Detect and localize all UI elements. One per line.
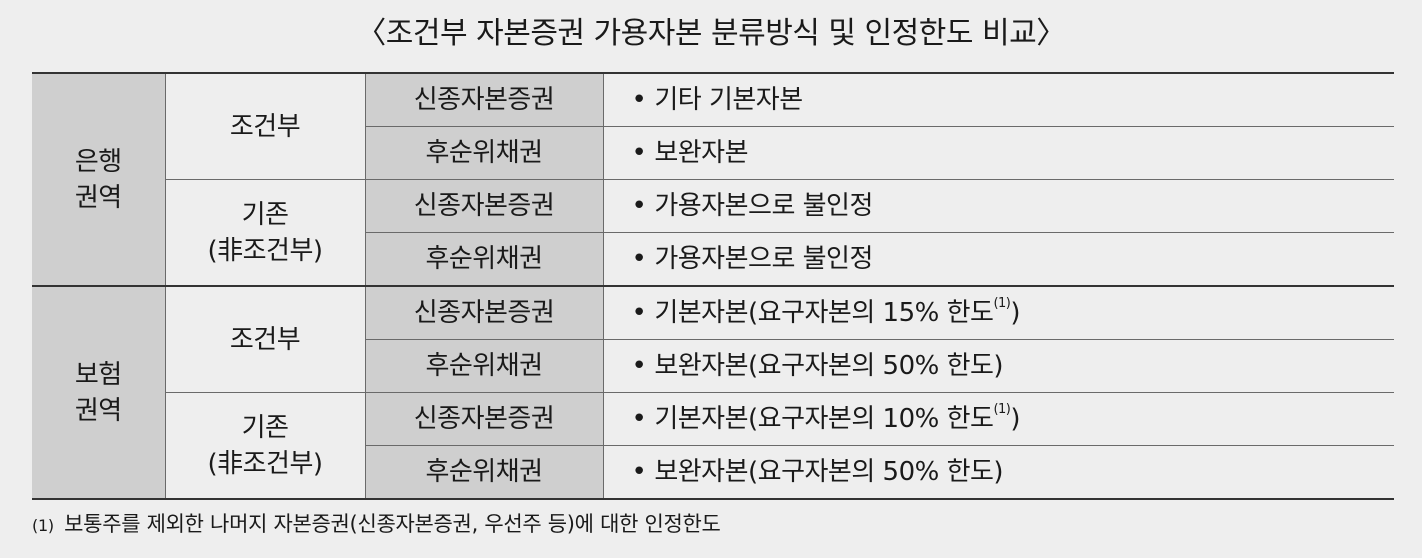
category-label: 조건부 xyxy=(229,324,301,355)
treatment-text: 보완자본(요구자본의 50% 한도) xyxy=(654,351,1004,381)
table-row: 후순위채권 • 보완자본 xyxy=(32,126,1394,180)
security-cell: 후순위채권 xyxy=(365,445,604,500)
treatment-text: 기본자본(요구자본의 10% 한도 xyxy=(654,404,994,434)
security-cell: 후순위채권 xyxy=(365,339,604,393)
table-row: 기존 (非조건부) 신종자본증권 • 기본자본(요구자본의 10% 한도(1)) xyxy=(32,392,1394,500)
footnote-text: 보통주를 제외한 나머지 자본증권(신종자본증권, 우선주 등)에 대한 인정한… xyxy=(64,512,721,536)
region-label: 권역 xyxy=(74,395,122,426)
bullet: • xyxy=(631,457,647,487)
category-cell: 조건부 xyxy=(165,73,366,180)
treatment-tail: ) xyxy=(1010,404,1021,434)
category-cell: 조건부 xyxy=(165,285,366,393)
table-title: 〈조건부 자본증권 가용자본 분류방식 및 인정한도 비교〉 xyxy=(356,16,1066,51)
treatment-text: 보완자본 xyxy=(654,138,749,168)
security-cell: 신종자본증권 xyxy=(365,392,604,446)
treatment-text: 보완자본(요구자본의 50% 한도) xyxy=(654,457,1004,487)
region-label: 보험 xyxy=(74,359,122,390)
treatment-cell: • 보완자본 xyxy=(603,126,1394,180)
security-cell: 후순위채권 xyxy=(365,232,604,287)
bullet: • xyxy=(631,298,647,328)
table-row: 후순위채권 • 가용자본으로 불인정 xyxy=(32,232,1394,287)
table-row: 보험 권역 조건부 신종자본증권 • 기본자본(요구자본의 15% 한도(1)) xyxy=(32,285,1394,500)
category-label: 기존 xyxy=(241,199,289,230)
category-cell: 기존 (非조건부) xyxy=(165,392,366,500)
treatment-cell: • 보완자본(요구자본의 50% 한도) xyxy=(603,445,1394,500)
treatment-cell: • 가용자본으로 불인정 xyxy=(603,179,1394,233)
table-row: 은행 권역 조건부 신종자본증권 • 기타 기본자본 xyxy=(32,73,1394,287)
category-label: 기존 xyxy=(241,412,289,443)
treatment-text: 기본자본(요구자본의 15% 한도 xyxy=(654,298,994,328)
bullet: • xyxy=(631,351,647,381)
security-cell: 신종자본증권 xyxy=(365,285,604,340)
table-row: 기존 (非조건부) 신종자본증권 • 가용자본으로 불인정 xyxy=(32,179,1394,287)
treatment-text: 기타 기본자본 xyxy=(654,85,803,115)
category-label: 조건부 xyxy=(229,111,301,142)
bullet: • xyxy=(631,244,647,274)
security-cell: 신종자본증권 xyxy=(365,73,604,127)
bullet: • xyxy=(631,191,647,221)
comparison-table: 은행 권역 조건부 신종자본증권 • 기타 기본자본 후순위채권 • 보완자본 기존… xyxy=(32,72,1394,500)
category-label: (非조건부) xyxy=(207,448,323,479)
footnote: (1) 보통주를 제외한 나머지 자본증권(신종자본증권, 우선주 등)에 대한… xyxy=(32,508,721,542)
treatment-cell: • 가용자본으로 불인정 xyxy=(603,232,1394,287)
footnote-ref: (1) xyxy=(993,402,1011,418)
region-label: 권역 xyxy=(74,182,122,213)
category-cell: 기존 (非조건부) xyxy=(165,179,366,287)
treatment-tail: ) xyxy=(1010,298,1021,328)
region-cell-insurance: 보험 권역 xyxy=(32,285,166,500)
footnote-ref: (1) xyxy=(993,296,1011,312)
treatment-cell: • 보완자본(요구자본의 50% 한도) xyxy=(603,339,1394,393)
treatment-cell: • 기본자본(요구자본의 10% 한도(1)) xyxy=(603,392,1394,446)
region-label: 은행 xyxy=(74,146,122,177)
bullet: • xyxy=(631,85,647,115)
treatment-text: 가용자본으로 불인정 xyxy=(654,244,873,274)
treatment-cell: • 기본자본(요구자본의 15% 한도(1)) xyxy=(603,285,1394,340)
security-cell: 신종자본증권 xyxy=(365,179,604,233)
category-label: (非조건부) xyxy=(207,235,323,266)
security-cell: 후순위채권 xyxy=(365,126,604,180)
table-row: 후순위채권 • 보완자본(요구자본의 50% 한도) xyxy=(32,339,1394,393)
treatment-text: 가용자본으로 불인정 xyxy=(654,191,873,221)
footnote-mark: (1) xyxy=(32,516,54,535)
bullet: • xyxy=(631,404,647,434)
table-row: 후순위채권 • 보완자본(요구자본의 50% 한도) xyxy=(32,445,1394,500)
region-cell-bank: 은행 권역 xyxy=(32,73,166,287)
bullet: • xyxy=(631,138,647,168)
treatment-cell: • 기타 기본자본 xyxy=(603,73,1394,127)
